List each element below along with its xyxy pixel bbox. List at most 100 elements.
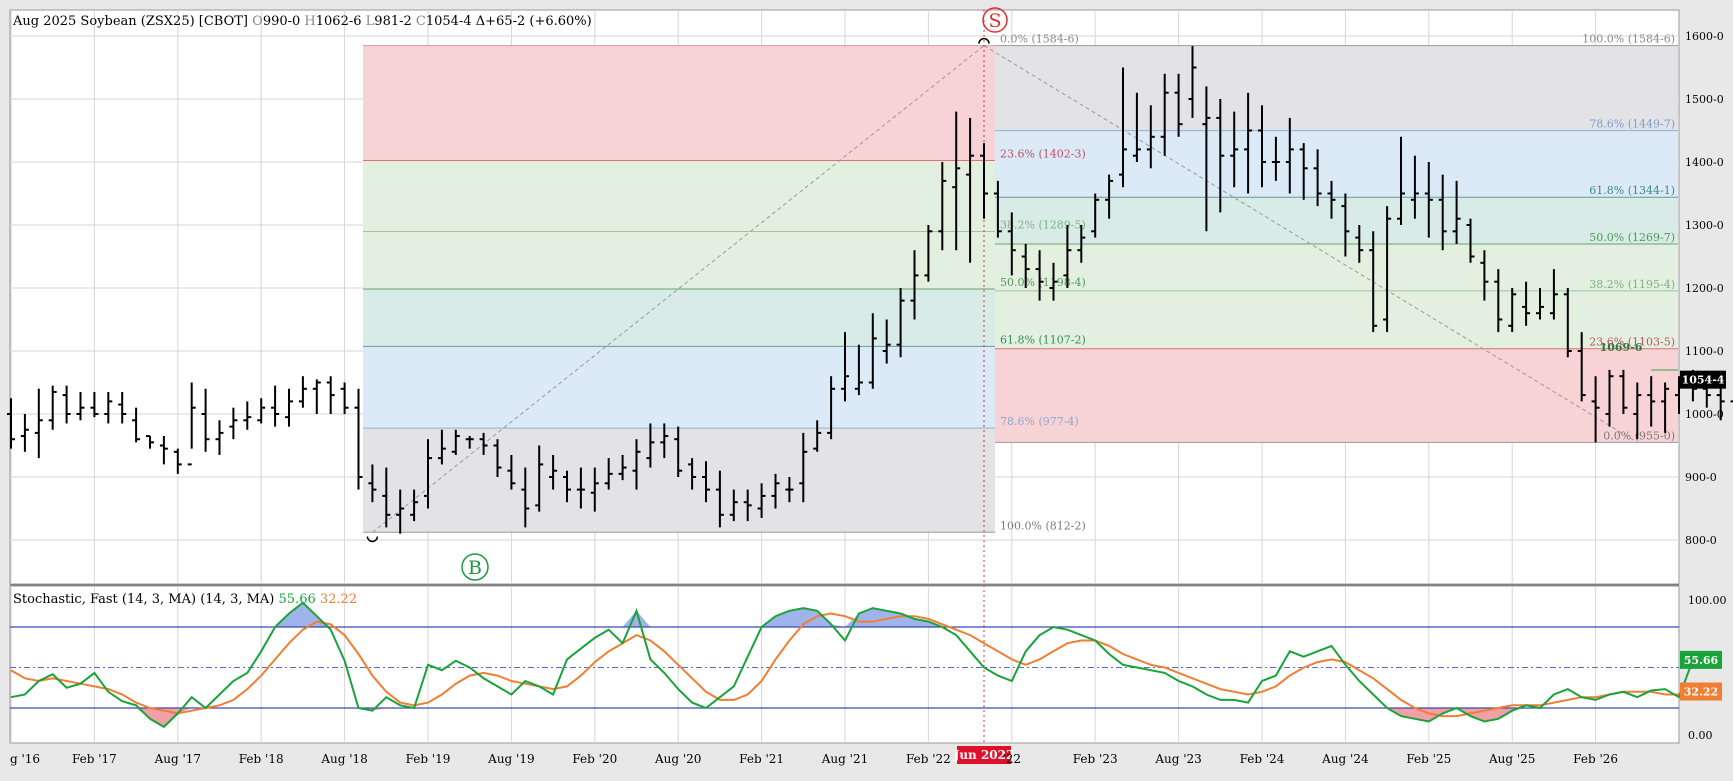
ohlc-bar: [1188, 46, 1197, 118]
ohlc-bar: [20, 414, 29, 452]
ohlc-bar: [1452, 180, 1461, 244]
ohlc-bar: [618, 454, 627, 481]
ohlc-bar: [1007, 212, 1016, 276]
swing-high-marker: [978, 37, 990, 44]
x-axis-label: Aug '23: [1154, 752, 1201, 766]
ohlc-bar: [424, 439, 432, 509]
ohlc-bar: [7, 398, 15, 449]
price-axis-label: 1600-0: [1685, 30, 1724, 43]
ohlc-bar: [535, 445, 544, 512]
ohlc-bar: [1035, 250, 1044, 301]
ohlc-bar: [1341, 193, 1350, 257]
last-price-box: [1680, 370, 1726, 389]
ohlc-bar: [729, 489, 738, 522]
ohlc-bar: [910, 250, 919, 320]
ohlc-bar: [1494, 269, 1503, 333]
ohlc-bar: [1202, 86, 1211, 232]
ohlc-bar: [187, 382, 196, 466]
overbought-fill: [761, 608, 845, 627]
x-axis-label: Feb '17: [72, 752, 117, 766]
fib-band-right: [995, 45, 1678, 131]
ohlc-bar: [1063, 225, 1072, 288]
fib-label-right: 78.6% (1449-7): [1589, 118, 1675, 131]
ohlc-bar: [827, 376, 836, 440]
low-price-annotation: 1069-6: [1600, 341, 1643, 354]
price-axis-label: 1400-0: [1685, 156, 1724, 169]
ohlc-bar: [1424, 162, 1433, 238]
x-axis-label: Aug '21: [821, 752, 868, 766]
ohlc-bar: [924, 225, 933, 282]
header-change: Δ+65-2 (+6.60%): [476, 14, 592, 29]
ohlc-bar: [437, 429, 446, 465]
ohlc-bar: [201, 388, 210, 452]
fib-label-right: 23.6% (1103-5): [1589, 336, 1675, 349]
fib-label-right: 61.8% (1344-1): [1589, 184, 1675, 197]
ohlc-bar: [813, 420, 822, 452]
fib-band-right: [995, 130, 1678, 198]
ohlc-bar: [285, 388, 293, 427]
ohlc-bar: [312, 379, 321, 414]
x-axis-label: Feb '25: [1406, 752, 1451, 766]
price-axis-label: 900-0: [1685, 471, 1717, 484]
ohlc-bar: [1146, 105, 1155, 169]
ohlc-bar: [841, 332, 849, 402]
ohlc-bar: [1091, 193, 1100, 238]
ohlc-bar: [799, 432, 808, 503]
ohlc-bar: [1105, 174, 1114, 219]
ohlc-bar: [1383, 206, 1392, 333]
ohlc-bar: [507, 454, 516, 490]
ohlc-bar: [1522, 281, 1531, 326]
header-close: 1054-4: [426, 14, 476, 29]
ohlc-bar: [632, 439, 641, 490]
overbought-fill: [622, 610, 651, 627]
fib-label-left: 61.8% (1107-2): [1000, 333, 1086, 346]
ohlc-bar: [590, 467, 599, 512]
ohlc-bar: [104, 391, 113, 424]
price-axis-label: 1500-0: [1685, 93, 1724, 106]
price-axis-label: 800-0: [1685, 534, 1717, 547]
price-axis-label: 1300-0: [1685, 219, 1724, 232]
header-high-label: H: [304, 14, 315, 29]
ohlc-bar: [215, 420, 224, 455]
x-axis-highlight-label: Jun 2022: [953, 748, 1015, 762]
ohlc-bar: [1258, 105, 1266, 188]
ohlc-bar: [48, 385, 57, 430]
fib-label-left: 100.0% (812-2): [1000, 519, 1086, 532]
ohlc-bar: [354, 388, 363, 490]
ohlc-bar: [1244, 92, 1253, 194]
x-axis-highlight-box: [957, 746, 1011, 764]
sell-signal-label: S: [988, 10, 1001, 32]
fib-trendline-up: [372, 45, 985, 533]
ohlc-bar: [1591, 376, 1600, 443]
oversold-fill: [1456, 708, 1527, 722]
ohlc-bar: [1508, 288, 1517, 333]
fib-label-right: 100.0% (1584-6): [1582, 33, 1675, 46]
fib-label-right: 38.2% (1195-4): [1589, 278, 1675, 291]
stoch-k-line: [10, 601, 1694, 729]
ohlc-bar: [396, 489, 405, 534]
buy-signal-label: B: [468, 557, 482, 579]
x-axis-label: Feb '24: [1240, 752, 1285, 766]
ohlc-bar: [326, 376, 335, 414]
ohlc-bar: [146, 435, 154, 449]
ohlc-bar: [340, 382, 349, 414]
ohlc-bar: [1355, 225, 1364, 263]
swing-low-marker: [366, 536, 379, 543]
ohlc-bar: [757, 483, 766, 518]
last-price-label: 1054-4: [1682, 374, 1725, 387]
ohlc-bar: [896, 288, 905, 358]
x-axis-label: Feb '18: [239, 752, 284, 766]
fib-band-left: [363, 346, 995, 429]
ohlc-bar: [993, 180, 1002, 238]
ohlc-bar: [1230, 111, 1239, 188]
ohlc-bar: [1313, 149, 1322, 207]
x-axis-label: Feb '19: [406, 752, 451, 766]
stoch-k-value: 55.66: [279, 592, 320, 607]
ohlc-bar: [173, 448, 182, 474]
stoch-d-box-label: 32.22: [1684, 686, 1718, 699]
fib-trendline-down: [983, 45, 1638, 443]
ohlc-bar: [1536, 288, 1544, 320]
header-title: Aug 2025 Soybean (ZSX25) [CBOT]: [12, 14, 252, 29]
x-axis-label: Aug '19: [487, 752, 534, 766]
